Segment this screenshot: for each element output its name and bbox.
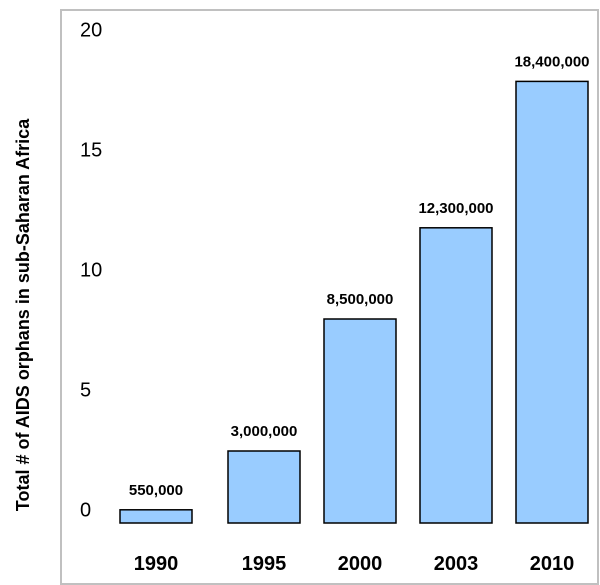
x-axis-categories: 1990 1995 2000 2003 2010 xyxy=(134,553,575,575)
y-tick-label: 15 xyxy=(80,139,102,161)
x-tick-label: 2003 xyxy=(434,553,479,575)
bars xyxy=(119,80,589,524)
y-tick-label: 20 xyxy=(80,19,102,41)
bar-2003 xyxy=(419,227,493,524)
data-label: 18,400,000 xyxy=(514,53,589,70)
bar-1990 xyxy=(119,509,193,524)
bar-2000 xyxy=(323,318,397,524)
y-tick-label: 5 xyxy=(80,379,91,401)
data-label: 12,300,000 xyxy=(418,200,493,217)
y-tick-label: 0 xyxy=(80,499,91,521)
y-axis-label: Total # of AIDS orphans in sub-Saharan A… xyxy=(13,118,33,511)
x-tick-label: 1995 xyxy=(242,553,287,575)
data-label: 8,500,000 xyxy=(327,291,394,308)
data-labels: 550,000 3,000,000 8,500,000 12,300,000 18,40… xyxy=(129,53,590,498)
data-label: 3,000,000 xyxy=(231,423,298,440)
y-axis-ticks: 0 5 10 15 20 xyxy=(80,19,102,521)
bar-1995 xyxy=(227,450,301,524)
x-tick-label: 2000 xyxy=(338,553,383,575)
data-label: 550,000 xyxy=(129,482,183,499)
x-tick-label: 1990 xyxy=(134,553,179,575)
y-tick-label: 10 xyxy=(80,259,102,281)
x-tick-label: 2010 xyxy=(530,553,575,575)
bar-2010 xyxy=(515,80,589,524)
